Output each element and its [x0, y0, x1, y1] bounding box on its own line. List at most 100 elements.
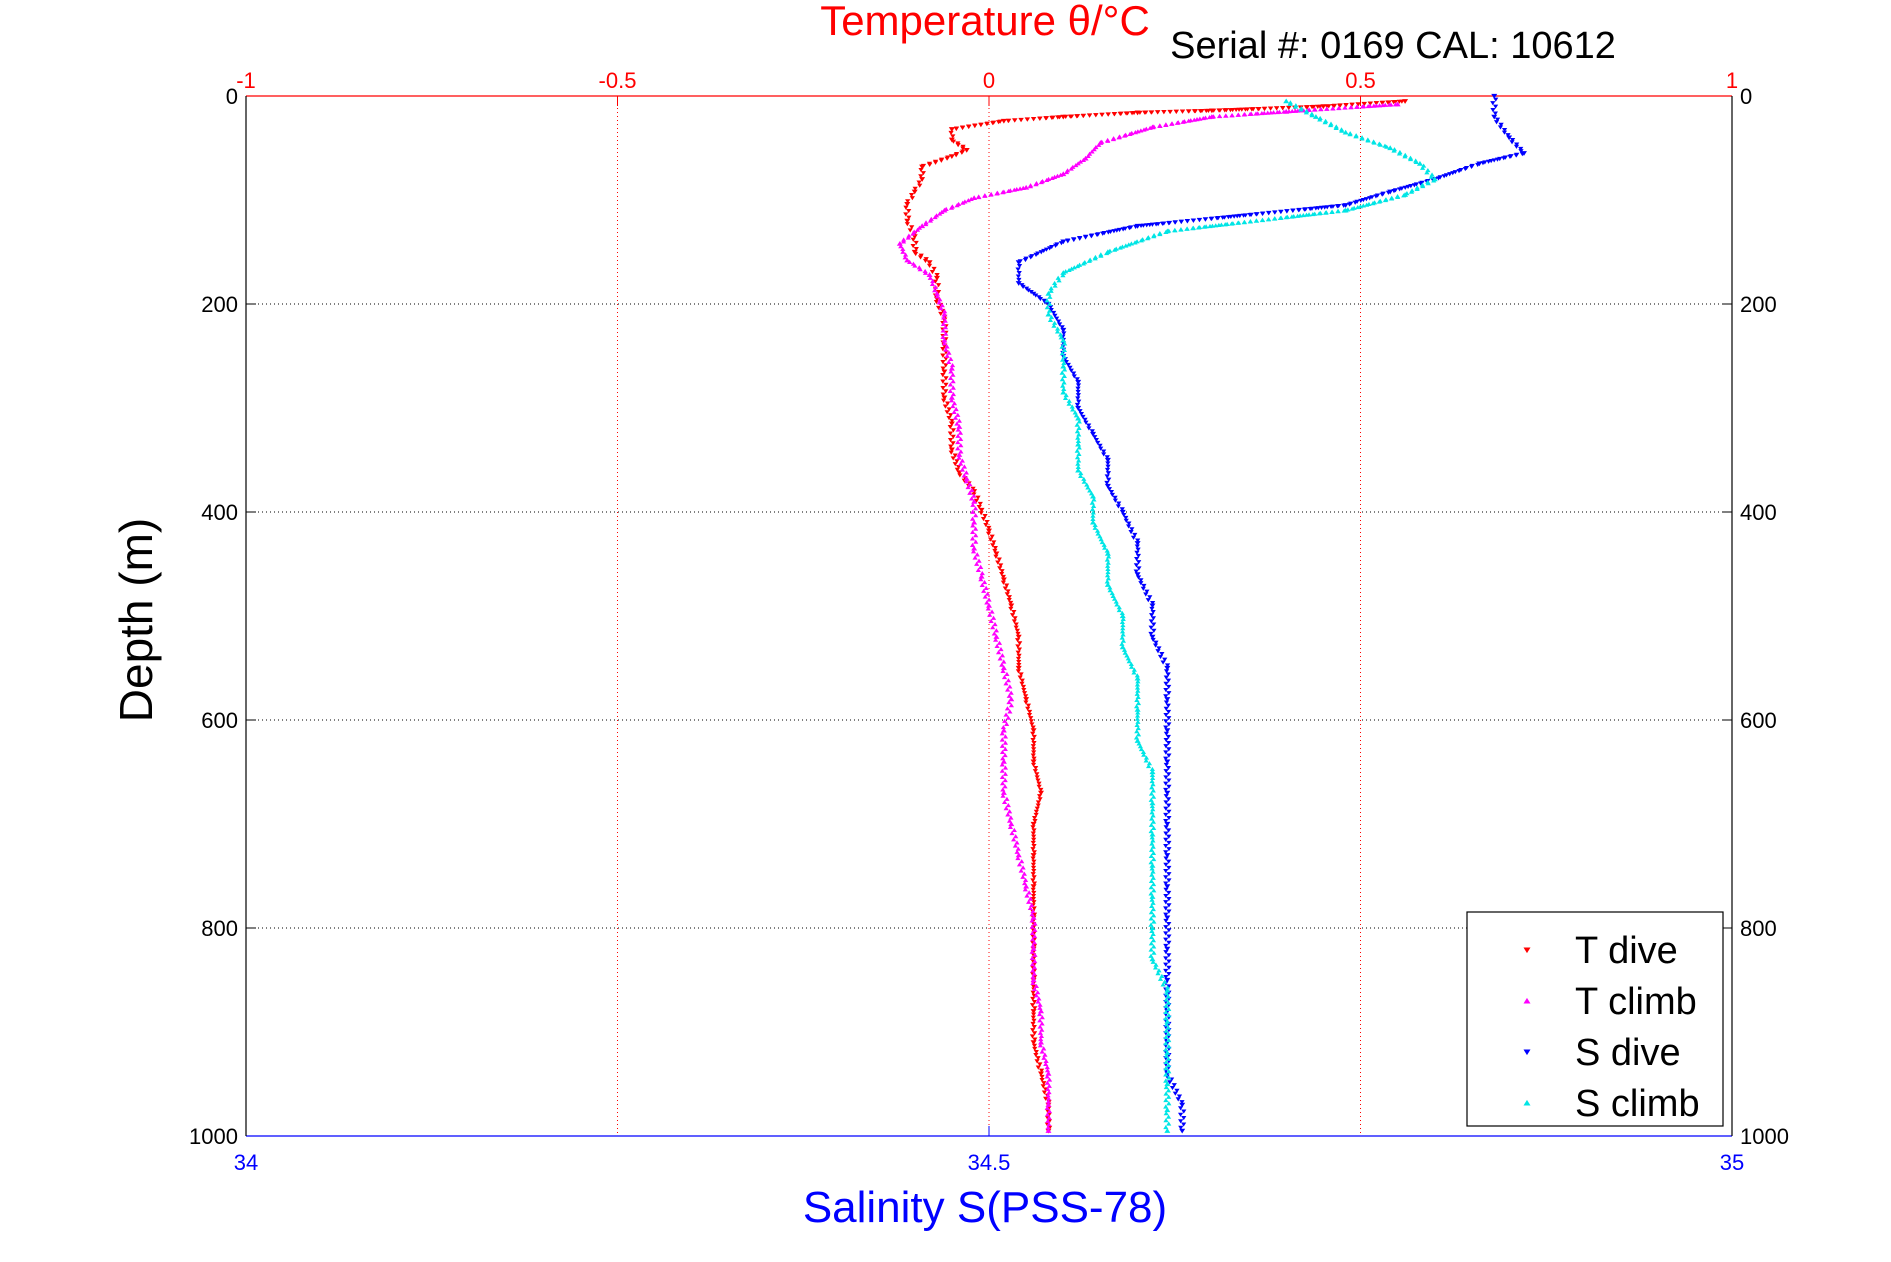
- trail-marker: [1019, 681, 1025, 686]
- trail-marker: [1157, 654, 1164, 659]
- trail-marker: [943, 331, 949, 336]
- trail-marker: [975, 495, 981, 500]
- trail-marker: [1052, 283, 1058, 288]
- trail-marker: [1030, 984, 1037, 989]
- trail-marker: [1066, 401, 1072, 406]
- trail-marker: [1142, 110, 1148, 115]
- trail-marker: [959, 150, 965, 155]
- trail-marker: [972, 555, 978, 560]
- trail-marker: [1379, 100, 1385, 106]
- trail-marker: [935, 290, 942, 295]
- trail-marker: [1068, 368, 1074, 373]
- trail-marker: [1163, 725, 1169, 730]
- trail-marker: [1128, 241, 1135, 246]
- trail-marker: [950, 392, 957, 397]
- trail-marker: [1166, 1075, 1172, 1080]
- trail-marker: [1104, 480, 1110, 486]
- data-point: [956, 452, 963, 457]
- trail-marker: [975, 567, 981, 573]
- trail-marker: [1392, 102, 1399, 107]
- trail-marker: [1018, 672, 1024, 677]
- trail-marker: [978, 577, 984, 582]
- trail-marker: [1225, 215, 1232, 220]
- trail-marker: [1166, 815, 1172, 821]
- trail-marker: [1493, 97, 1499, 102]
- trail-marker: [1062, 341, 1068, 346]
- trail-marker: [1018, 868, 1024, 873]
- data-point: [978, 573, 985, 579]
- trail-marker: [1349, 206, 1355, 211]
- trail-marker: [1172, 1091, 1178, 1096]
- trail-marker: [1036, 784, 1042, 789]
- trail-marker: [974, 561, 980, 566]
- trail-marker: [940, 392, 946, 397]
- trail-marker: [1336, 103, 1343, 108]
- trail-marker: [1001, 675, 1008, 680]
- data-point: [1164, 915, 1171, 921]
- trail-marker: [1389, 196, 1395, 201]
- trail-marker: [1166, 934, 1172, 939]
- trail-marker: [998, 646, 1004, 652]
- trail-marker: [1163, 937, 1169, 942]
- trail-marker: [1203, 108, 1209, 114]
- data-point: [1030, 977, 1037, 983]
- trail-marker: [953, 153, 959, 158]
- trail-marker: [993, 628, 1000, 633]
- trail-marker: [1030, 731, 1036, 736]
- trail-marker: [1069, 404, 1075, 409]
- data-point: [1075, 405, 1082, 411]
- trail-marker: [1163, 1016, 1169, 1021]
- trail-marker: [1149, 866, 1155, 871]
- trail-marker: [1054, 316, 1060, 321]
- trail-marker: [1029, 722, 1035, 727]
- trail-marker: [945, 401, 951, 406]
- trail-marker: [1048, 286, 1054, 291]
- data-point: [948, 421, 955, 427]
- trail-marker: [999, 762, 1005, 767]
- trail-marker: [1016, 663, 1022, 668]
- data-point: [963, 147, 970, 153]
- trail-marker: [1240, 213, 1247, 218]
- trail-marker: [1075, 161, 1081, 166]
- trail-marker: [909, 225, 915, 230]
- trail-marker: [1138, 128, 1144, 133]
- trail-marker: [1148, 878, 1155, 884]
- trail-marker: [1006, 699, 1012, 705]
- trail-marker: [1110, 136, 1117, 142]
- trail-marker: [1514, 142, 1520, 147]
- trail-marker: [1128, 661, 1134, 667]
- trail-marker: [1163, 1097, 1169, 1103]
- data-point: [1045, 1102, 1052, 1107]
- trail-marker: [954, 467, 960, 472]
- trail-marker: [1391, 148, 1397, 153]
- trail-marker: [1134, 685, 1141, 690]
- trail-marker: [1094, 232, 1100, 238]
- trail-marker: [1376, 103, 1383, 108]
- trail-marker: [1166, 840, 1172, 846]
- trail-marker: [1163, 918, 1169, 924]
- trail-marker: [1038, 1068, 1045, 1073]
- trail-marker: [1173, 109, 1179, 114]
- trail-marker: [1165, 1025, 1171, 1030]
- trail-marker: [930, 278, 936, 283]
- trail-marker: [1163, 229, 1169, 235]
- trail-marker: [1076, 445, 1082, 450]
- trail-marker: [984, 519, 990, 525]
- trail-marker: [1059, 370, 1065, 375]
- trail-marker: [1174, 120, 1180, 125]
- trail-marker: [1287, 101, 1293, 106]
- trail-marker: [1119, 619, 1126, 625]
- trail-marker: [1196, 218, 1203, 223]
- trail-marker: [1037, 116, 1043, 121]
- data-point: [1030, 821, 1037, 827]
- trail-marker: [1075, 386, 1081, 391]
- trail-marker: [1036, 781, 1042, 786]
- trail-marker: [1166, 684, 1172, 690]
- trail-marker: [1228, 221, 1235, 226]
- trail-marker: [1181, 1115, 1187, 1121]
- trail-marker: [1376, 199, 1382, 204]
- trail-marker: [1043, 116, 1049, 121]
- trail-marker: [969, 496, 975, 501]
- trail-marker: [1468, 164, 1475, 170]
- trail-marker: [1163, 1124, 1169, 1130]
